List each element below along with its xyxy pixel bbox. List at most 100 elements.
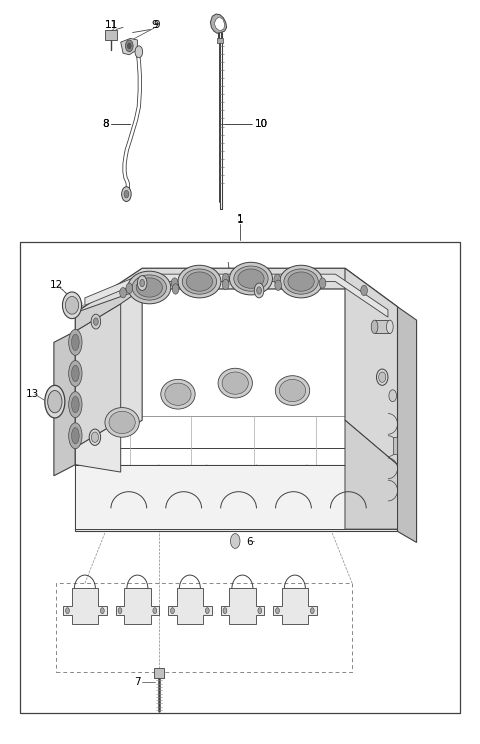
Ellipse shape [186,272,213,291]
Polygon shape [214,17,225,31]
Polygon shape [397,307,417,542]
Polygon shape [75,289,142,331]
Polygon shape [75,269,397,331]
Text: 10: 10 [254,119,267,129]
Polygon shape [116,589,159,624]
Circle shape [389,390,396,402]
Circle shape [361,285,367,295]
Ellipse shape [379,372,386,382]
Text: 8: 8 [102,119,109,129]
Circle shape [222,273,229,283]
Text: 8: 8 [102,119,109,129]
Text: 9: 9 [153,20,160,30]
Circle shape [137,275,147,290]
Ellipse shape [45,385,65,418]
Circle shape [127,43,131,49]
Ellipse shape [72,334,79,350]
Polygon shape [120,39,137,55]
Ellipse shape [376,369,388,385]
Ellipse shape [69,330,82,356]
Ellipse shape [62,292,82,318]
Ellipse shape [69,361,82,386]
Ellipse shape [65,296,79,314]
Circle shape [205,608,209,614]
Circle shape [274,274,281,284]
Text: 1: 1 [237,215,243,225]
Text: 7: 7 [134,677,141,687]
Circle shape [222,279,229,289]
Circle shape [223,608,227,614]
Text: 4: 4 [389,376,396,386]
Ellipse shape [234,266,268,291]
Text: 11: 11 [105,20,118,30]
Polygon shape [75,465,397,531]
Circle shape [66,608,70,614]
Polygon shape [221,589,264,624]
Ellipse shape [182,269,216,294]
Circle shape [125,40,133,52]
Circle shape [275,280,281,290]
Circle shape [100,608,104,614]
Circle shape [276,608,279,614]
Bar [154,668,164,678]
Ellipse shape [386,320,393,333]
Ellipse shape [132,275,167,300]
Circle shape [319,278,326,288]
Text: 10: 10 [254,119,267,129]
Text: 5: 5 [389,312,396,321]
Ellipse shape [222,372,248,394]
Ellipse shape [72,397,79,413]
Ellipse shape [109,411,135,434]
Text: 12: 12 [73,429,87,439]
Ellipse shape [72,365,79,382]
Polygon shape [345,420,397,529]
Bar [21,243,459,713]
Ellipse shape [284,269,318,294]
Circle shape [170,608,174,614]
Polygon shape [75,420,120,472]
Circle shape [140,279,144,286]
Ellipse shape [69,423,82,449]
Circle shape [254,283,264,298]
Text: 3: 3 [253,280,260,289]
Ellipse shape [280,266,323,298]
Polygon shape [210,14,227,33]
Ellipse shape [371,320,378,333]
Ellipse shape [128,272,171,304]
Text: 3: 3 [134,273,141,283]
Circle shape [311,608,314,614]
Ellipse shape [89,429,101,446]
Bar [374,320,390,333]
Circle shape [257,286,262,294]
Polygon shape [63,589,107,624]
Polygon shape [75,304,120,448]
Circle shape [118,608,122,614]
Circle shape [172,283,179,294]
Bar [217,38,223,43]
Polygon shape [54,331,75,475]
Ellipse shape [105,408,139,437]
Polygon shape [75,289,142,465]
Circle shape [135,46,143,58]
Polygon shape [273,589,317,624]
Polygon shape [168,589,212,624]
Text: 2: 2 [225,271,231,280]
Ellipse shape [48,391,62,413]
Ellipse shape [238,269,264,288]
Ellipse shape [288,272,314,291]
Ellipse shape [161,379,195,409]
Text: 11: 11 [105,20,118,30]
Text: 9: 9 [152,20,158,30]
Ellipse shape [276,376,310,405]
Ellipse shape [69,391,82,417]
Text: 12: 12 [362,359,375,370]
Polygon shape [75,465,397,529]
Circle shape [171,278,178,288]
Ellipse shape [165,383,191,405]
Text: 4: 4 [72,296,79,306]
Bar [106,30,117,40]
Text: 12: 12 [49,280,63,289]
Text: 13: 13 [26,389,39,400]
Circle shape [120,287,126,298]
Ellipse shape [91,432,98,443]
